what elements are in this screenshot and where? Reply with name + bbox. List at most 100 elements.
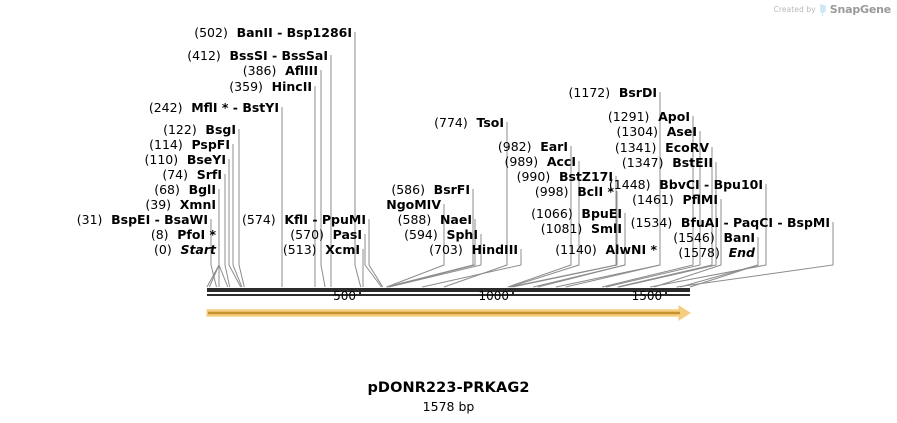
snapgene-leaf-icon: [819, 3, 827, 16]
restriction-site-label[interactable]: (1140) AlwNI *: [555, 243, 657, 256]
restriction-site-label[interactable]: (1172) BsrDI: [569, 86, 657, 99]
site-enzyme-name: BclI *: [577, 184, 614, 199]
restriction-site-label[interactable]: (594) SphI: [404, 228, 478, 241]
site-enzyme-name: SphI: [446, 227, 478, 242]
restriction-site-label[interactable]: (774) TsoI: [434, 116, 504, 129]
site-enzyme-name: BfuAI: [680, 215, 720, 230]
site-position: (412): [187, 48, 221, 63]
site-position: (110): [144, 152, 179, 167]
restriction-site-label[interactable]: (574) KflI - PpuMI: [242, 213, 366, 226]
watermark-brand-text: SnapGene: [829, 3, 891, 16]
site-position: (982): [497, 139, 532, 154]
site-enzyme-name: BanI: [723, 230, 755, 245]
restriction-site-label[interactable]: (1291) ApoI: [608, 110, 690, 123]
restriction-site-label[interactable]: (242) MflI * - BstYI: [149, 101, 279, 114]
restriction-site-label[interactable]: (1347) BstEII: [622, 156, 713, 169]
site-enzyme-name: KflI: [284, 212, 308, 227]
site-enzyme-name: BsgI: [205, 122, 236, 137]
site-position: (1140): [555, 242, 597, 257]
restriction-site-label[interactable]: (1448) BbvCI - Bpu10I: [609, 178, 763, 191]
site-enzyme-name: BpuEI: [581, 206, 622, 221]
site-enzyme-name: SrfI: [196, 167, 222, 182]
site-name-separator: -: [719, 215, 734, 230]
site-position: (114): [149, 137, 183, 152]
restriction-site-label[interactable]: (570) PasI: [290, 228, 362, 241]
restriction-site-label[interactable]: (998) BclI *: [535, 185, 614, 198]
restriction-site-label[interactable]: NgoMIV: [386, 198, 441, 211]
site-position: (1578): [678, 245, 720, 260]
restriction-site-label[interactable]: (1081) SmlI: [541, 222, 622, 235]
restriction-site-label[interactable]: (982) EarI: [498, 140, 568, 153]
restriction-site-label[interactable]: (1304) AseI: [616, 125, 697, 138]
site-enzyme-name: XcmI: [325, 242, 360, 257]
restriction-site-label[interactable]: (412) BssSI - BssSaI: [187, 49, 328, 62]
site-enzyme-name: NgoMIV: [386, 197, 441, 212]
ruler-tick-label: 1500: [631, 289, 663, 303]
plasmid-length: 1578 bp: [422, 399, 475, 414]
restriction-site-label[interactable]: (502) BanII - Bsp1286I: [194, 26, 352, 39]
restriction-site-label[interactable]: (386) AflIII: [243, 64, 318, 77]
restriction-site-label[interactable]: (703) HindIII: [429, 243, 518, 256]
site-name-separator: -: [272, 25, 287, 40]
ruler-tick: [359, 288, 362, 295]
site-position: (1461): [632, 192, 674, 207]
site-name-separator: -: [773, 215, 787, 230]
restriction-site-label[interactable]: (110) BseYI: [145, 153, 227, 166]
feature-arrow[interactable]: [0, 303, 897, 323]
restriction-site-label[interactable]: (989) AccI: [505, 155, 577, 168]
restriction-site-label[interactable]: (39) XmnI: [145, 198, 216, 211]
site-position: (1291): [607, 109, 650, 124]
feature-arrow-shape[interactable]: [206, 305, 691, 321]
site-position: (8): [150, 227, 169, 242]
restriction-site-label[interactable]: (1546) BanI: [673, 231, 755, 244]
restriction-site-label[interactable]: (31) BspEI - BsaWI: [77, 213, 208, 226]
site-enzyme-name: PflMI: [682, 192, 718, 207]
plasmid-caption: pDONR223-PRKAG2 1578 bp: [0, 380, 897, 414]
site-name-separator: -: [267, 48, 282, 63]
ruler-tick: [665, 288, 668, 295]
ruler-tick: [512, 288, 515, 295]
restriction-site-label[interactable]: (1578) End: [678, 246, 755, 259]
site-position: (1347): [621, 155, 664, 170]
site-enzyme-name: MflI *: [191, 100, 229, 115]
restriction-site-label[interactable]: (1534) BfuAI - PaqCI - BspMI: [631, 216, 830, 229]
restriction-site-label[interactable]: (588) NaeI: [398, 213, 472, 226]
restriction-site-label[interactable]: (122) BsgI: [163, 123, 236, 136]
restriction-site-label[interactable]: (586) BsrFI: [391, 183, 470, 196]
restriction-site-label-layer: (0) Start (8) PfoI * (31) BspEI - BsaWI (39…: [77, 26, 830, 259]
site-name-separator: -: [307, 212, 322, 227]
site-enzyme-name: BsaWI: [164, 212, 208, 227]
site-position: (1448): [608, 177, 651, 192]
ruler-tick-label: 1000: [478, 289, 510, 303]
site-position: (122): [163, 122, 197, 137]
snapgene-watermark: Created by SnapGene: [774, 3, 892, 16]
restriction-site-label[interactable]: (68) BglI: [154, 183, 216, 196]
restriction-site-label[interactable]: (1461) PflMI: [632, 193, 718, 206]
site-position: (68): [154, 182, 180, 197]
site-enzyme-name: EarI: [540, 139, 568, 154]
site-enzyme-name: AseI: [666, 124, 697, 139]
site-enzyme-name: BssSI: [229, 48, 268, 63]
site-enzyme-name: HindIII: [471, 242, 518, 257]
site-enzyme-name: BspEI: [111, 212, 151, 227]
site-enzyme-name: NaeI: [439, 212, 472, 227]
site-position: (1546): [673, 230, 715, 245]
site-enzyme-name: BseYI: [186, 152, 226, 167]
restriction-site-label[interactable]: (1066) BpuEI: [531, 207, 622, 220]
restriction-site-label[interactable]: (0) Start: [154, 243, 216, 256]
site-enzyme-name: PpuMI: [321, 212, 366, 227]
restriction-site-label[interactable]: (74) SrfI: [162, 168, 222, 181]
restriction-site-label[interactable]: (990) BstZ17I: [517, 170, 613, 183]
restriction-site-label[interactable]: (513) XcmI: [283, 243, 360, 256]
restriction-site-label[interactable]: (359) HincII: [229, 80, 312, 93]
site-position: (1172): [568, 85, 611, 100]
restriction-site-label[interactable]: (114) PspFI: [149, 138, 230, 151]
site-position: (588): [397, 212, 432, 227]
ruler-tick-label: 500: [333, 289, 357, 303]
restriction-site-label[interactable]: (8) PfoI *: [151, 228, 216, 241]
site-position: (594): [404, 227, 438, 242]
site-enzyme-name: Start: [180, 242, 216, 257]
site-enzyme-name: BstZ17I: [558, 169, 613, 184]
site-enzyme-name: BssSaI: [281, 48, 329, 63]
restriction-site-label[interactable]: (1341) EcoRV: [615, 141, 709, 154]
